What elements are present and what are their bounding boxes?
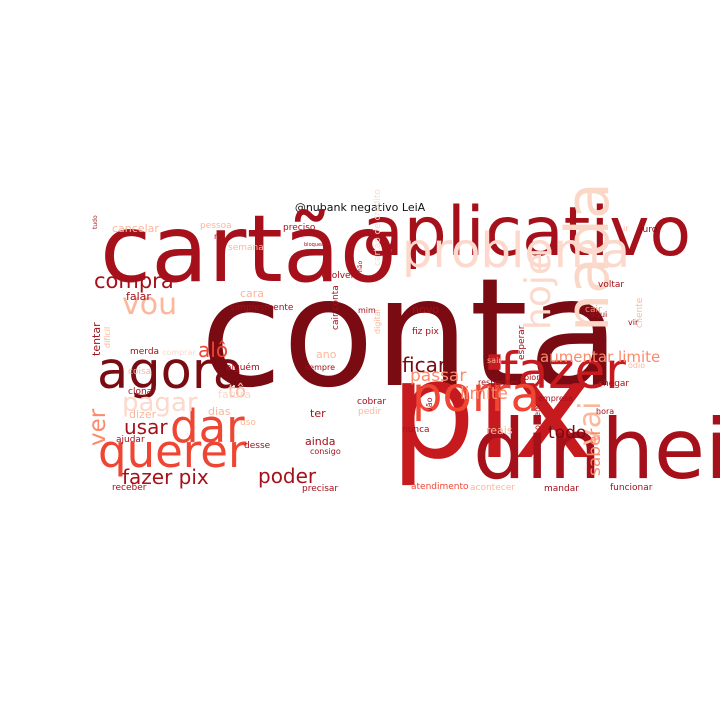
word-saber: saber <box>585 428 605 476</box>
word-ficar: ficar <box>402 353 447 377</box>
word-vir: vir <box>628 318 639 327</box>
cloud-background <box>89 215 644 500</box>
word-cobrar: cobrar <box>357 397 386 407</box>
word-compra: compra <box>94 269 174 293</box>
word-fatura: fatura <box>218 388 251 401</box>
word-fiz-pix: fiz pix <box>412 327 439 337</box>
word-pior: pior <box>524 373 540 382</box>
word-desse: desse <box>244 441 271 451</box>
word-atendimento: atendimento <box>411 482 469 492</box>
word-resolver: resolver <box>318 271 355 281</box>
word-cartão-de-crédito: cartão de crédito <box>372 189 383 266</box>
word-bloquear: bloquear <box>304 242 327 248</box>
word-hoje: hoje <box>518 253 559 330</box>
word-aumentar-limite: aumentar limite <box>540 348 660 366</box>
word-precisar: precisar <box>302 484 338 494</box>
word-tô: tô <box>228 381 246 402</box>
word-voltar: voltar <box>598 280 624 290</box>
word-ainda: ainda <box>305 435 336 448</box>
word-limite: limite <box>460 384 508 404</box>
word-cliente: cliente <box>635 297 645 328</box>
word-problema: problema <box>402 223 630 279</box>
word-usar: usar <box>124 415 168 439</box>
word-responder: responder <box>478 378 519 387</box>
word-merda: merda <box>130 347 159 357</box>
word-nunca: nunca <box>402 425 430 435</box>
word-agora: agora <box>97 342 244 401</box>
word-dinheiro: dinheiro <box>473 401 720 498</box>
word-ver: ver <box>85 408 111 446</box>
word-dizer: dizer <box>129 408 157 421</box>
word-cair: cair <box>585 305 602 315</box>
word-porra: porra <box>412 367 540 423</box>
word-pix: pix <box>390 332 593 489</box>
word-empresa: empresa <box>538 394 573 403</box>
figure-title: @nubank negativo LeiA <box>294 201 426 214</box>
word-né: né <box>214 231 224 241</box>
word-difícil: difícil <box>103 327 112 348</box>
word-ódio: ódio <box>628 360 645 370</box>
word-ano: ano <box>316 348 337 361</box>
word-clonar: clonar <box>128 387 156 397</box>
word-vai: vai <box>573 402 608 446</box>
word-comprar: comprar <box>162 348 196 357</box>
word-cartão: cartão <box>100 195 397 303</box>
word-mandar: mandar <box>544 484 579 494</box>
word-uso: uso <box>240 418 256 428</box>
word-cancelar: cancelar <box>112 222 159 235</box>
word-funcionar: funcionar <box>610 483 653 493</box>
word-simplesmente: simplesmente <box>230 303 294 313</box>
word-dar: dar <box>170 400 245 453</box>
word-vão: vão <box>425 397 434 412</box>
word-falar: falar <box>126 290 151 303</box>
word-acontecer: acontecer <box>470 483 515 493</box>
word-cair-conta: cair conta <box>331 285 341 330</box>
word-ontem: ontem <box>533 404 542 430</box>
word-novo: novo <box>412 303 439 316</box>
word-poder: poder <box>258 464 317 488</box>
word-tentar: tentar <box>90 322 103 356</box>
word-coisa: coisa <box>128 367 151 377</box>
word-aplicativo: aplicativo <box>362 193 691 272</box>
word-consigo: consigo <box>310 447 341 456</box>
word-vou: vou <box>122 287 177 322</box>
word-passar: passar <box>410 366 466 386</box>
word-alguém: alguém <box>226 362 260 373</box>
word-não: não <box>357 261 364 272</box>
word-pedir: pedir <box>358 407 381 417</box>
word-preciso: preciso <box>283 223 316 233</box>
word-sair: sair <box>487 356 502 365</box>
word-aqui: aqui <box>590 310 607 319</box>
word-pessoa: pessoa <box>200 221 232 231</box>
word-ir: ir <box>623 224 629 233</box>
word-querer: querer <box>98 425 247 478</box>
word-esperar: esperar <box>517 325 527 360</box>
word-ter: ter <box>310 407 326 420</box>
word-juro: juro <box>639 225 658 235</box>
word-conta: conta <box>200 247 620 421</box>
word-tudo: tudo <box>92 215 99 229</box>
word-ajudar: ajudar <box>116 435 145 445</box>
word-hora: hora <box>596 407 614 416</box>
word-semana: semana <box>228 243 264 253</box>
word-alô: alô <box>198 338 228 362</box>
word-fazer: fazer <box>500 342 626 400</box>
word-sempre: sempre <box>305 363 335 372</box>
word-dias: dias <box>208 405 231 418</box>
word-nada: nada <box>553 182 623 332</box>
word-cara: cara <box>240 287 264 300</box>
word-mim: mim <box>358 306 376 315</box>
word-pagar: pagar <box>122 388 198 418</box>
word-todo: todo <box>548 423 586 443</box>
word-reais: reais <box>486 424 513 437</box>
word-digital: digital <box>373 309 382 334</box>
word-chegar: chegar <box>598 379 629 389</box>
word-receber: receber <box>112 483 147 493</box>
word-fazer-pix: fazer pix <box>122 465 209 489</box>
